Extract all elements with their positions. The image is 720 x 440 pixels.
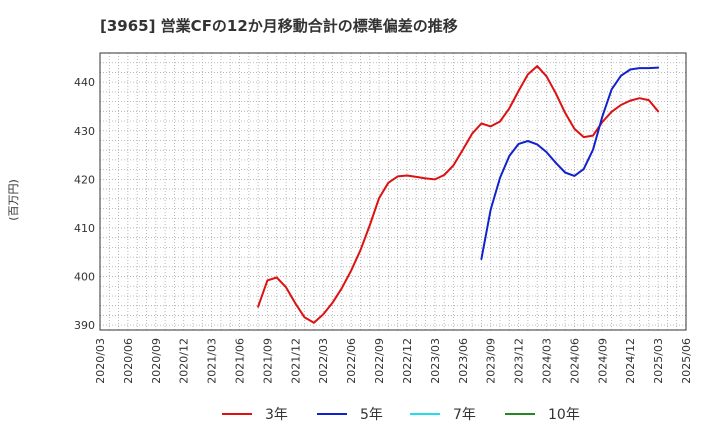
- plot-frame: [99, 52, 687, 331]
- x-tick-label: 2022/03: [317, 338, 330, 384]
- y-ticks: 390 400 410 420 430 440: [74, 76, 95, 332]
- y-tick-label: 410: [74, 222, 95, 235]
- x-tick-label: 2023/09: [485, 338, 498, 384]
- x-tick-label: 2021/06: [234, 338, 247, 384]
- y-tick-label: 420: [74, 173, 95, 186]
- grid: [100, 53, 686, 330]
- x-tick-label: 2020/12: [178, 338, 191, 384]
- x-tick-label: 2021/09: [261, 338, 274, 384]
- plot-area: [100, 53, 686, 330]
- legend: 3年 5年 7年 10年: [222, 407, 580, 423]
- x-tick-label: 2022/06: [345, 338, 358, 384]
- x-tick-label: 2021/12: [289, 338, 302, 384]
- x-tick-label: 2025/06: [680, 338, 693, 384]
- legend-label: 10年: [548, 407, 580, 423]
- y-axis-label: (百万円): [7, 179, 20, 221]
- x-tick-label: 2022/09: [373, 338, 386, 384]
- x-ticks: 2020/03 2020/06 2020/09 2020/12 2021/03 2021/…: [94, 338, 693, 384]
- series-line: [480, 66, 660, 260]
- chart-title: [3965] 営業CFの12か月移動合計の標準偏差の推移: [100, 17, 458, 35]
- x-tick-label: 2020/03: [94, 338, 107, 384]
- x-tick-label: 2024/03: [540, 338, 553, 384]
- y-tick-label: 390: [74, 319, 95, 332]
- x-tick-label: 2023/06: [457, 338, 470, 384]
- x-tick-label: 2022/12: [401, 338, 414, 384]
- x-tick-label: 2024/06: [568, 338, 581, 384]
- x-tick-label: 2024/09: [596, 338, 609, 384]
- x-tick-label: 2023/03: [429, 338, 442, 384]
- x-tick-label: 2020/09: [150, 338, 163, 384]
- x-tick-label: 2020/06: [122, 338, 135, 384]
- legend-label: 5年: [360, 407, 383, 423]
- x-tick-label: 2025/03: [652, 338, 665, 384]
- series-line: [257, 65, 660, 324]
- x-tick-label: 2024/12: [624, 338, 637, 384]
- legend-label: 7年: [453, 407, 476, 423]
- y-tick-label: 400: [74, 271, 95, 284]
- x-tick-label: 2023/12: [513, 338, 526, 384]
- x-tick-label: 2021/03: [206, 338, 219, 384]
- series-group: [257, 65, 660, 324]
- legend-label: 3年: [265, 407, 288, 423]
- y-tick-label: 430: [74, 125, 95, 138]
- y-tick-label: 440: [74, 76, 95, 89]
